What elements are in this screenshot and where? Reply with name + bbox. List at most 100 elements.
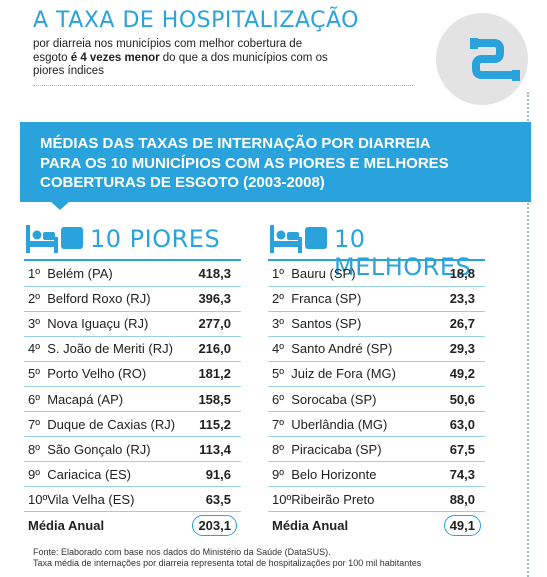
rank: 1º [268, 261, 292, 287]
rate: 26,7 [430, 311, 485, 337]
rank: 9º [24, 461, 48, 488]
best-table: 1º Bauru (SP) 18,8 2º Franca (SP) 23,3 3º San… [268, 261, 485, 539]
average-value: 49,1 [443, 515, 481, 537]
municipality: Bauru (SP) [291, 261, 431, 287]
rate: 277,0 [187, 311, 241, 337]
rate: 396,3 [187, 286, 241, 312]
subtitle-pre: por diarreia nos municípios com melhor c… [33, 38, 303, 64]
hospital-bed-icon [270, 225, 327, 253]
rate: 158,5 [187, 386, 241, 413]
rank: 7º [24, 411, 48, 438]
table-row: 1º Bauru (SP) 18,8 [268, 261, 485, 287]
table-row: 9º Belo Horizonte 74,3 [268, 461, 485, 488]
rank: 8º [268, 436, 292, 463]
table-row: 8º Piracicaba (SP) 67,5 [268, 436, 485, 463]
footnote-source: Fonte: Elaborado com base nos dados do M… [33, 547, 331, 557]
municipality: Vila Velha (ES) [47, 486, 188, 513]
table-banner: MÉDIAS DAS TAXAS DE INTERNAÇÃO POR DIARR… [20, 122, 531, 202]
rate: 113,4 [187, 436, 241, 463]
rate: 181,2 [187, 361, 241, 387]
rate: 23,3 [430, 286, 485, 312]
table-row: 5º Juiz de Fora (MG) 49,2 [268, 361, 485, 387]
rank: 6º [268, 386, 292, 413]
average-label: Média Anual [28, 518, 105, 534]
rank: 7º [268, 411, 292, 438]
rate: 63,0 [430, 411, 485, 438]
worst-title: 10 PIORES [90, 225, 221, 253]
municipality: São Gonçalo (RJ) [47, 436, 188, 463]
banner-line-3: COBERTURAS DE ESGOTO (2003-2008) [40, 174, 325, 191]
rate: 63,5 [187, 486, 241, 513]
rank: 5º [24, 361, 48, 387]
logo-badge [436, 13, 528, 105]
worst-column-header: 10 PIORES [24, 215, 241, 261]
banner-line-2: PARA OS 10 MUNICÍPIOS COM AS PIORES E ME… [40, 154, 449, 172]
table-row: 10º Vila Velha (ES) 63,5 [24, 486, 241, 513]
banner-notch [50, 201, 70, 210]
municipality: Belford Roxo (RJ) [47, 286, 188, 312]
rate: 88,0 [430, 486, 485, 513]
rank: 9º [268, 461, 292, 488]
municipality: Nova Iguaçu (RJ) [47, 311, 188, 337]
footnote: Fonte: Elaborado com base nos dados do M… [33, 547, 421, 569]
worst-title-rule [24, 259, 241, 261]
rank: 1º [24, 261, 48, 287]
table-row: 3º Santos (SP) 26,7 [268, 311, 485, 337]
average-row: Média Anual 49,1 [268, 512, 485, 539]
municipality: Macapá (AP) [47, 386, 188, 413]
average-value: 203,1 [192, 515, 237, 537]
average-label: Média Anual [272, 518, 349, 534]
headline: A TAXA DE HOSPITALIZAÇÃO [33, 8, 359, 33]
rank: 10º [24, 486, 48, 513]
table-row: 7º Duque de Caxias (RJ) 115,2 [24, 411, 241, 438]
municipality: Belo Horizonte [291, 461, 431, 488]
rate: 18,8 [430, 261, 485, 287]
municipality: Juiz de Fora (MG) [291, 361, 431, 387]
rank: 5º [268, 361, 292, 387]
average-value-cell: 203,1 [188, 512, 241, 539]
municipality: Sorocaba (SP) [291, 386, 431, 413]
table-row: 1º Belém (PA) 418,3 [24, 261, 241, 287]
subtitle-bold: é 4 vezes menor [70, 51, 160, 64]
table-row: 8º São Gonçalo (RJ) 113,4 [24, 436, 241, 463]
municipality: Cariacica (ES) [47, 461, 188, 488]
municipality: Ribeirão Preto [291, 486, 431, 513]
rate: 50,6 [430, 386, 485, 413]
rate: 49,2 [430, 361, 485, 387]
footnote-definition: Taxa média de internações por diarreia r… [33, 558, 422, 568]
rate: 91,6 [187, 461, 241, 488]
table-row: 2º Franca (SP) 23,3 [268, 286, 485, 312]
municipality: Porto Velho (RO) [47, 361, 188, 387]
municipality: S. João de Meriti (RJ) [47, 336, 188, 362]
hospital-bed-icon [26, 225, 83, 253]
rate: 418,3 [187, 261, 241, 287]
rank: 3º [24, 311, 48, 337]
municipality: Santos (SP) [291, 311, 431, 337]
rate: 67,5 [430, 436, 485, 463]
best-title-rule [268, 259, 485, 261]
table-row: 9º Cariacica (ES) 91,6 [24, 461, 241, 488]
rate: 216,0 [187, 336, 241, 362]
municipality: Belém (PA) [47, 261, 188, 287]
municipality: Duque de Caxias (RJ) [47, 411, 188, 438]
rank: 2º [268, 286, 292, 312]
table-row: 5º Porto Velho (RO) 181,2 [24, 361, 241, 387]
best-column-header: 10 MELHORES [268, 215, 485, 281]
average-value-cell: 49,1 [430, 512, 485, 539]
table-row: 3º Nova Iguaçu (RJ) 277,0 [24, 311, 241, 337]
table-row: 4º S. João de Meriti (RJ) 216,0 [24, 336, 241, 362]
rate: 74,3 [430, 461, 485, 488]
rate: 115,2 [187, 411, 241, 438]
rank: 10º [268, 486, 292, 513]
rank: 4º [24, 336, 48, 362]
rank: 8º [24, 436, 48, 463]
rank: 4º [268, 336, 292, 362]
subtitle-divider [33, 85, 413, 86]
table-row: 6º Sorocaba (SP) 50,6 [268, 386, 485, 413]
average-row: Média Anual 203,1 [24, 512, 241, 539]
worst-table: 1º Belém (PA) 418,3 2º Belford Roxo (RJ) 396… [24, 261, 241, 539]
municipality: Piracicaba (SP) [291, 436, 431, 463]
table-row: 2º Belford Roxo (RJ) 396,3 [24, 286, 241, 312]
table-row: 10º Ribeirão Preto 88,0 [268, 486, 485, 513]
